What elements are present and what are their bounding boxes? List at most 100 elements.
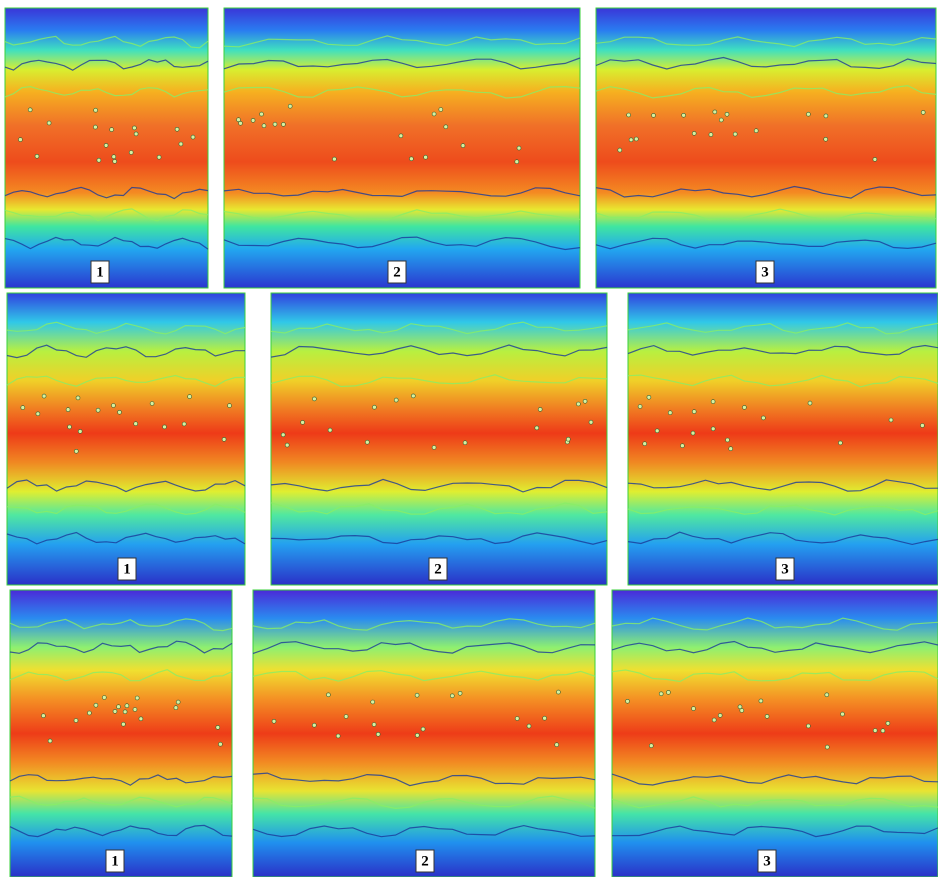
speckle — [179, 142, 183, 146]
speckle — [566, 437, 570, 441]
speckle — [652, 113, 656, 117]
speckle — [399, 134, 403, 138]
speckle — [18, 138, 22, 142]
speckle — [228, 404, 232, 408]
speckle — [824, 137, 828, 141]
speckle — [765, 714, 769, 718]
speckle — [740, 709, 744, 713]
speckle — [133, 708, 137, 712]
speckle — [589, 420, 593, 424]
speckle — [463, 441, 467, 445]
speckle — [163, 425, 167, 429]
speckle — [129, 151, 133, 155]
speckle — [218, 742, 222, 746]
speckle — [273, 122, 277, 126]
speckle — [121, 722, 125, 726]
speckle — [312, 397, 316, 401]
speckle — [118, 410, 122, 414]
speckle — [738, 705, 742, 709]
panel-label: 3 — [781, 561, 789, 577]
speckle — [638, 405, 642, 409]
speckle — [42, 394, 46, 398]
speckle — [825, 693, 829, 697]
speckle — [647, 395, 651, 399]
speckle — [711, 400, 715, 404]
speckle — [649, 744, 653, 748]
speckle — [301, 420, 305, 424]
image-grid: 123123123 — [0, 0, 938, 877]
speckle — [889, 418, 893, 422]
speckle — [543, 716, 547, 720]
panel-label: 3 — [761, 264, 769, 280]
speckle — [76, 396, 80, 400]
speckle — [655, 429, 659, 433]
speckle — [517, 146, 521, 150]
speckle — [94, 703, 98, 707]
speckle — [921, 110, 925, 114]
speckle — [176, 700, 180, 704]
speckle — [260, 112, 264, 116]
thermal-panel — [271, 293, 607, 585]
speckle — [182, 422, 186, 426]
speckle — [93, 125, 97, 129]
speckle — [627, 113, 631, 117]
speckle — [692, 707, 696, 711]
speckle — [102, 696, 106, 700]
speckle — [251, 118, 255, 122]
panel-label: 1 — [96, 264, 104, 280]
panel-label: 1 — [111, 853, 119, 869]
speckle — [372, 723, 376, 727]
speckle — [134, 132, 138, 136]
speckle — [729, 447, 733, 451]
speckle — [409, 157, 413, 161]
thermal-panel — [253, 590, 595, 877]
speckle — [576, 402, 580, 406]
thermal-panel — [628, 293, 938, 585]
speckle — [74, 449, 78, 453]
speckle — [35, 154, 39, 158]
speckle — [113, 159, 117, 163]
speckle — [111, 404, 115, 408]
speckle — [222, 437, 226, 441]
speckle — [28, 108, 32, 112]
speckle — [733, 132, 737, 136]
speckle — [139, 717, 143, 721]
speckle — [344, 715, 348, 719]
speckle — [132, 126, 136, 130]
speckle — [806, 112, 810, 116]
speckle — [666, 690, 670, 694]
speckle — [104, 143, 108, 147]
speckle — [262, 124, 266, 128]
thermal-panel — [224, 8, 580, 288]
speckle — [691, 431, 695, 435]
speckle — [97, 158, 101, 162]
speckle — [873, 729, 877, 733]
speckle — [692, 131, 696, 135]
speckle — [806, 724, 810, 728]
speckle — [78, 429, 82, 433]
speckle — [629, 138, 633, 142]
speckle — [680, 444, 684, 448]
speckle — [538, 407, 542, 411]
speckle — [643, 442, 647, 446]
speckle — [692, 410, 696, 414]
speckle — [555, 743, 559, 747]
speckle — [920, 424, 924, 428]
speckle — [415, 733, 419, 737]
speckle — [415, 693, 419, 697]
thermal-panel — [596, 8, 936, 288]
speckle — [411, 394, 415, 398]
panel-label: 2 — [421, 853, 429, 869]
speckle — [285, 443, 289, 447]
speckle — [188, 395, 192, 399]
speckle — [48, 739, 52, 743]
speckle — [527, 724, 531, 728]
speckle — [754, 129, 758, 133]
speckle — [36, 412, 40, 416]
speckle — [421, 727, 425, 731]
speckle — [583, 399, 587, 403]
speckle — [659, 692, 663, 696]
speckle — [825, 745, 829, 749]
speckle — [458, 691, 462, 695]
speckle — [110, 128, 114, 132]
